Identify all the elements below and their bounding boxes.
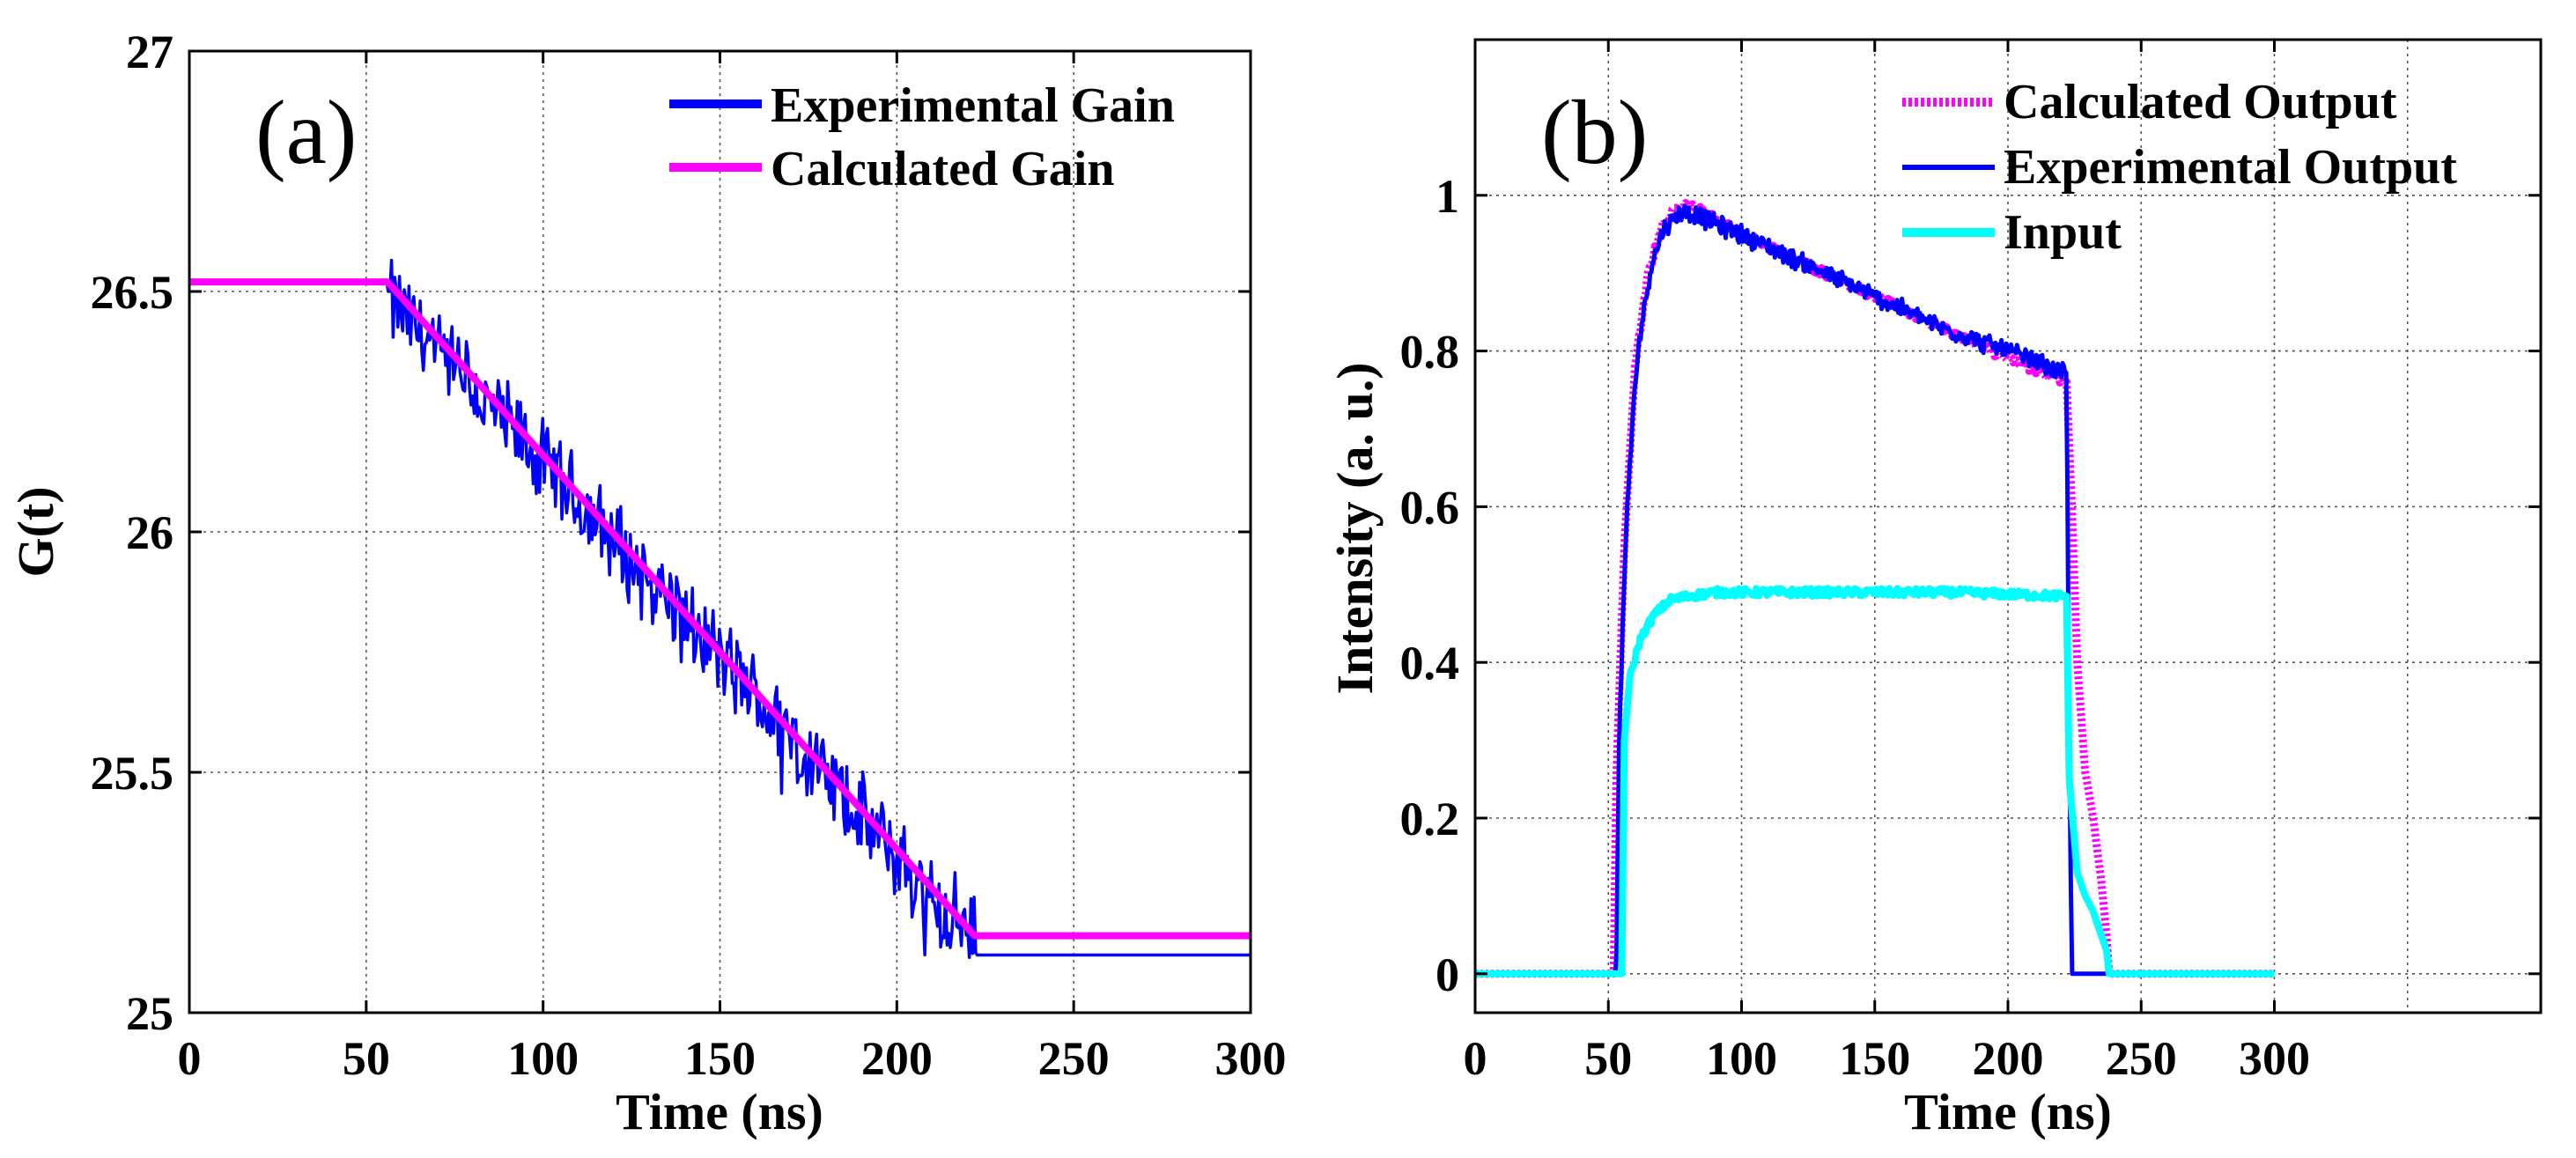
panel-a-label: (a): [255, 82, 357, 183]
y-tick-label: 1: [1436, 170, 1459, 223]
panel-b-ylabel: Intensity (a. u.): [1326, 362, 1384, 694]
x-tick-label: 50: [1584, 1032, 1632, 1085]
x-tick-label: 300: [2239, 1032, 2310, 1085]
series-line-input: [1473, 585, 2277, 977]
panel-a-chart: 0 50 100 150 200 250 300 25 25.5 26 26.5 27 (a) Tim…: [7, 26, 1287, 1140]
x-tick-label: 150: [1839, 1032, 1910, 1085]
panel-a-legend: Experimental Gain Calculated Gain: [669, 78, 1175, 196]
x-tick-label: 100: [507, 1032, 579, 1085]
legend-label-calculated-output: Calculated Output: [2004, 75, 2397, 129]
y-tick-label: 0: [1436, 948, 1459, 1001]
y-tick-label: 25.5: [91, 747, 174, 800]
panel-b-legend: Calculated Output Experimental Output In…: [1902, 75, 2457, 260]
y-tick-label: 26.5: [91, 266, 174, 319]
y-tick-label: 26: [126, 506, 173, 559]
y-tick-label: 0.2: [1400, 793, 1460, 845]
x-tick-label: 250: [1038, 1032, 1110, 1085]
panel-a-ticks: 0 50 100 150 200 250 300 25 25.5 26 26.5 27: [91, 26, 1287, 1085]
x-tick-label: 0: [178, 1032, 202, 1085]
panel-b-ticks: 0 50 100 150 200 250 300 0 0.2 0.4 0.6 0.8 1: [1400, 38, 2541, 1085]
panel-b-series: [1473, 199, 2277, 978]
panel-b-label: (b): [1541, 82, 1648, 183]
y-tick-label: 0.4: [1400, 637, 1460, 690]
legend-label-input: Input: [2004, 205, 2122, 260]
panel-a-ylabel: G(t): [7, 486, 64, 577]
legend-label-experimental-output: Experimental Output: [2004, 140, 2457, 195]
legend-label-experimental-gain: Experimental Gain: [771, 78, 1175, 133]
y-tick-label: 27: [126, 26, 173, 78]
x-tick-label: 200: [1973, 1032, 2044, 1085]
legend-label-calculated-gain: Calculated Gain: [771, 142, 1114, 196]
x-tick-label: 150: [684, 1032, 756, 1085]
x-tick-label: 200: [861, 1032, 933, 1085]
x-tick-label: 250: [2106, 1032, 2177, 1085]
y-tick-label: 0.6: [1400, 481, 1460, 534]
x-tick-label: 300: [1215, 1032, 1287, 1085]
x-tick-label: 50: [343, 1032, 390, 1085]
panel-b-chart: 0 50 100 150 200 250 300 0 0.2 0.4 0.6 0.8 1 (b) Tim…: [1326, 38, 2543, 1140]
panel-a-xlabel: Time (ns): [616, 1083, 823, 1140]
series-line-calculated-gain: [188, 278, 1252, 940]
panel-a-series: [188, 258, 1252, 960]
x-tick-label: 100: [1706, 1032, 1777, 1085]
y-tick-label: 25: [126, 987, 173, 1040]
panel-b-xlabel: Time (ns): [1904, 1083, 2112, 1140]
y-tick-label: 0.8: [1400, 326, 1460, 379]
x-tick-label: 0: [1464, 1032, 1487, 1085]
